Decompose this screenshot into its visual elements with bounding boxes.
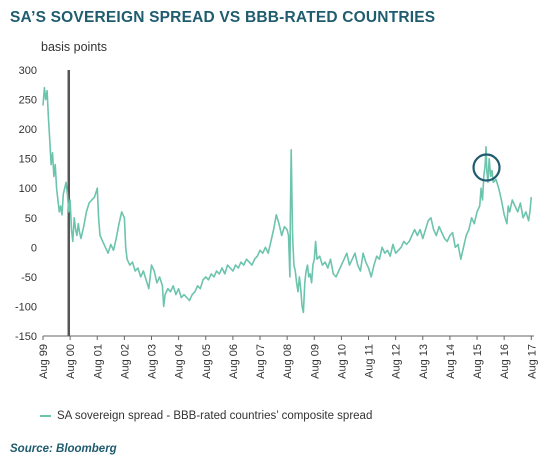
- x-tick-label: Aug 11: [364, 344, 376, 378]
- series-line: [42, 86, 533, 314]
- x-tick-label: Aug 07: [255, 344, 267, 379]
- x-tick-label: Aug 16: [499, 344, 511, 379]
- y-tick-label: 50: [25, 213, 37, 225]
- x-tick-label: Aug 09: [309, 344, 321, 379]
- x-tick-label: Aug 04: [174, 344, 186, 379]
- highlight-circle: [472, 153, 501, 182]
- x-tick-label: Aug 17: [526, 344, 538, 379]
- x-tick-label: Aug 10: [336, 344, 348, 379]
- legend-label: SA sovereign spread - BBB-rated countrie…: [57, 410, 373, 422]
- y-tick-label: -150: [15, 331, 37, 343]
- y-axis-units-label: basis points: [41, 40, 108, 54]
- x-tick-label: Aug 03: [147, 344, 159, 379]
- y-tick-label: 100: [19, 183, 37, 195]
- x-tick-label: Aug 99: [38, 344, 50, 379]
- page-title: SA’S SOVEREIGN SPREAD VS BBB-RATED COUNT…: [10, 9, 436, 26]
- chart-legend: SA sovereign spread - BBB-rated countrie…: [40, 410, 372, 422]
- y-tick-label: -50: [21, 272, 37, 284]
- y-tick-label: 300: [19, 65, 37, 77]
- y-tick-label: 150: [19, 154, 37, 166]
- y-tick-label: 0: [31, 242, 37, 254]
- x-tick-label: Aug 01: [92, 344, 104, 379]
- source-note: Source: Bloomberg: [10, 443, 117, 455]
- x-tick-label: Aug 02: [119, 344, 131, 379]
- x-tick-label: Aug 06: [228, 344, 240, 379]
- x-tick-label: Aug 12: [391, 344, 403, 379]
- x-tick-label: Aug 15: [472, 344, 484, 379]
- y-tick-label: -100: [15, 301, 37, 313]
- x-tick-label: Aug 00: [65, 344, 77, 379]
- x-tick-label: Aug 05: [201, 344, 213, 379]
- legend-swatch: [40, 415, 51, 417]
- y-tick-label: 200: [19, 124, 37, 136]
- y-tick-label: 250: [19, 95, 37, 107]
- x-tick-label: Aug 13: [418, 344, 430, 379]
- x-tick-label: Aug 08: [282, 344, 294, 379]
- x-tick-label: Aug 14: [445, 344, 457, 379]
